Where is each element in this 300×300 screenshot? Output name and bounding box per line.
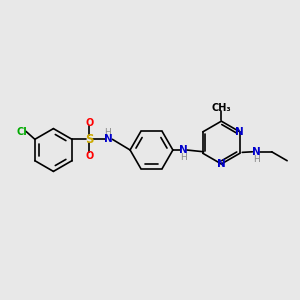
Text: H: H bbox=[104, 128, 111, 137]
Text: O: O bbox=[85, 118, 93, 128]
Text: S: S bbox=[85, 133, 93, 146]
Text: N: N bbox=[236, 127, 244, 137]
Text: N: N bbox=[104, 134, 113, 144]
Text: H: H bbox=[253, 155, 260, 164]
Text: N: N bbox=[217, 159, 226, 169]
Text: CH₃: CH₃ bbox=[212, 103, 231, 113]
Text: O: O bbox=[85, 151, 93, 161]
Text: Cl: Cl bbox=[16, 127, 27, 137]
Text: H: H bbox=[180, 153, 187, 162]
Text: N: N bbox=[179, 145, 188, 155]
Text: N: N bbox=[252, 147, 261, 157]
